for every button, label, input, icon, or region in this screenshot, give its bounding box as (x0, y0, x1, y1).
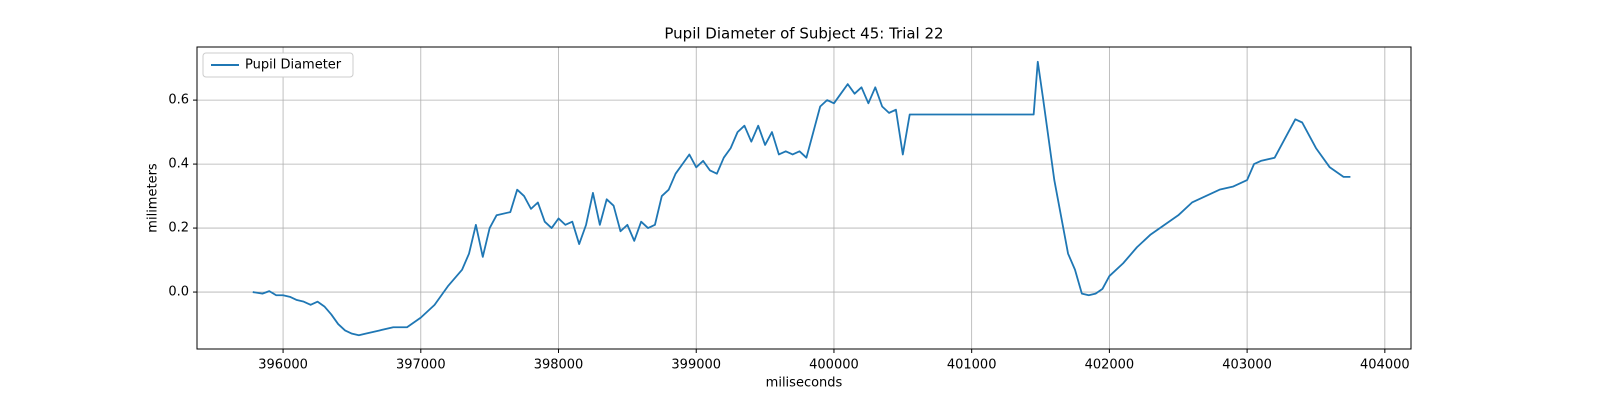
y-axis-label: milimeters (146, 163, 161, 233)
plot-frame (196, 46, 1412, 350)
x-axis-label: miliseconds (766, 376, 843, 391)
x-tick-label: 401000 (947, 358, 997, 373)
x-tick-label: 398000 (534, 358, 584, 373)
x-tick-label: 400000 (809, 358, 859, 373)
x-tick-label: 397000 (396, 358, 446, 373)
legend-label: Pupil Diameter (245, 58, 342, 73)
x-tick-label: 399000 (671, 358, 721, 373)
y-tick-label: 0.2 (168, 221, 189, 236)
chart-title: Pupil Diameter of Subject 45: Trial 22 (664, 25, 943, 43)
x-tick-label: 402000 (1085, 358, 1135, 373)
x-tick-label: 403000 (1222, 358, 1272, 373)
y-tick-label: 0.0 (168, 285, 189, 300)
x-tick-label: 396000 (258, 358, 308, 373)
x-tick-label: 404000 (1360, 358, 1410, 373)
y-tick-label: 0.4 (168, 157, 189, 172)
legend-box (202, 52, 354, 78)
y-tick-label: 0.6 (168, 93, 189, 108)
data-line (252, 60, 1351, 337)
